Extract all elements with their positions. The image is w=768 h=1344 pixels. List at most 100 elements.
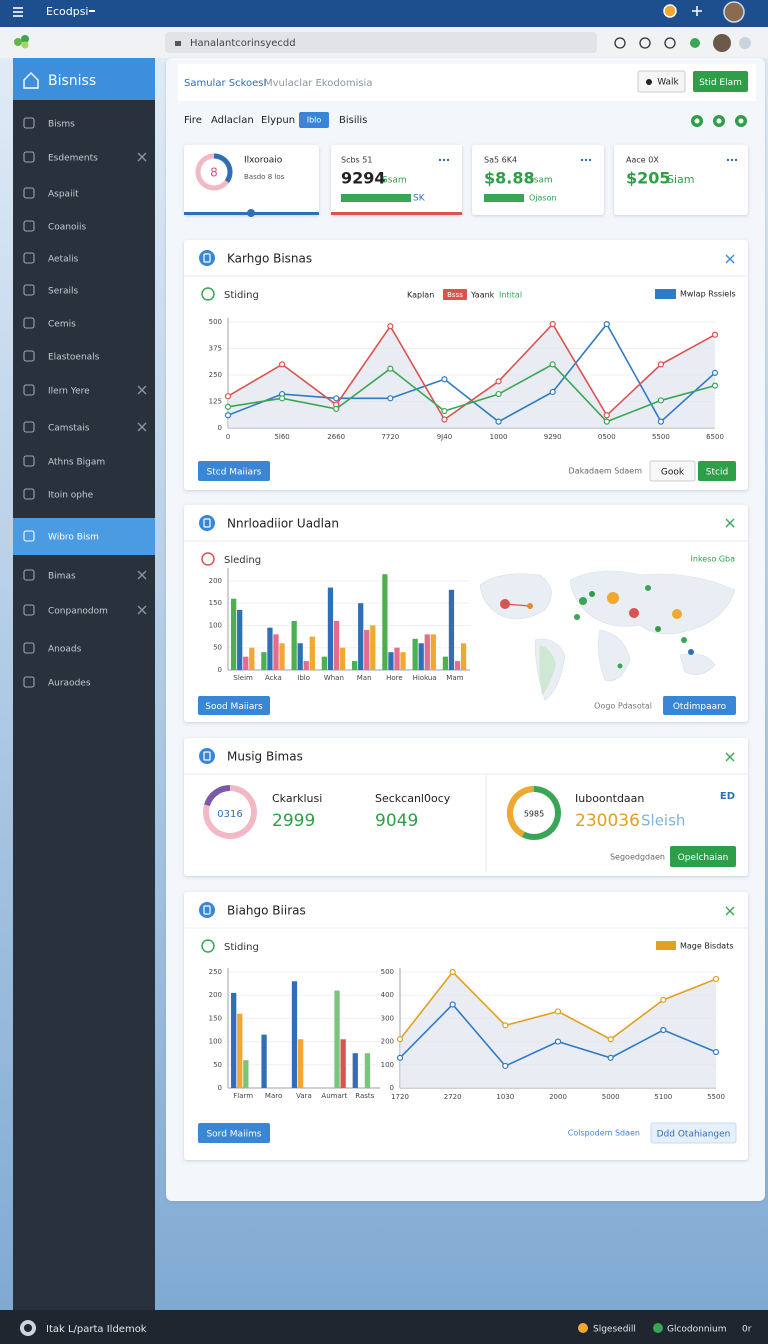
footer-text[interactable]: Glcodonnium <box>667 1325 727 1335</box>
button-text[interactable]: Dakadaem Sdaem <box>569 467 643 476</box>
point <box>279 361 286 368</box>
x-tick-label: Hiokua <box>413 674 437 682</box>
bar <box>340 1039 346 1088</box>
map-marker <box>629 608 639 618</box>
button-label[interactable]: Stid Elam <box>699 78 742 88</box>
sidebar-icon <box>23 421 35 433</box>
map-marker <box>617 663 623 669</box>
sidebar-item[interactable]: Conpanodom <box>48 607 108 617</box>
more-icon <box>726 158 730 162</box>
tab[interactable]: Iblo <box>307 116 322 125</box>
sidebar-item[interactable]: Esdements <box>48 154 98 164</box>
button-label[interactable]: Stcid <box>706 468 728 478</box>
point <box>387 323 394 330</box>
stat-label: Iuboontdaan <box>575 792 644 805</box>
sidebar-item[interactable]: Elastoenals <box>48 353 100 363</box>
bar <box>448 589 455 670</box>
sub-icon <box>201 287 215 301</box>
footer-text[interactable]: Slgesedill <box>593 1325 636 1335</box>
y-tick-label: 500 <box>381 968 394 976</box>
sidebar-item[interactable]: Auraodes <box>48 679 91 689</box>
notification-icon <box>663 4 677 18</box>
bar <box>261 652 267 670</box>
y-tick-label: 300 <box>381 1014 394 1022</box>
tab[interactable]: Adlaclan <box>211 115 254 126</box>
bar <box>352 1053 358 1088</box>
bar <box>430 634 436 670</box>
sidebar-item[interactable]: Ilern Yere <box>48 387 90 397</box>
donut <box>507 786 535 838</box>
menu-dot <box>739 37 751 49</box>
y-tick-label: 100 <box>209 1038 222 1046</box>
button-label[interactable]: Walk <box>657 78 679 88</box>
y-tick-label: 125 <box>209 398 222 406</box>
sidebar-item[interactable]: Anoads <box>48 645 82 655</box>
tab[interactable]: Elypun <box>261 115 295 126</box>
bar <box>261 1034 267 1088</box>
sidebar-item[interactable]: Cemis <box>48 320 76 330</box>
bar <box>237 1013 243 1088</box>
button-label[interactable]: Opelchaian <box>678 853 729 863</box>
sidebar-item[interactable]: Aetalis <box>48 255 79 265</box>
stat-value: 230036 <box>575 811 640 831</box>
panel-icon-glyph <box>203 905 211 915</box>
extension-icon <box>690 38 700 48</box>
x-tick-label: 0500 <box>598 433 616 441</box>
button-text[interactable]: Colspodem Sdaen <box>568 1129 640 1138</box>
kpi-card <box>614 145 748 215</box>
x-tick-label: Iblo <box>297 674 310 682</box>
x-tick-label: 7720 <box>381 433 399 441</box>
y-tick-label: 0 <box>390 1084 394 1092</box>
sidebar-item[interactable]: Serails <box>48 287 78 297</box>
area <box>228 324 715 428</box>
sidebar-item[interactable]: Aspaiit <box>48 190 79 200</box>
bar <box>273 634 279 670</box>
sidebar-item[interactable]: Bisms <box>48 120 75 130</box>
panel-icon <box>199 902 215 918</box>
logo <box>21 41 29 49</box>
sidebar-icon <box>23 384 35 396</box>
tab[interactable]: Bisilis <box>339 115 367 126</box>
donut-label: 5985 <box>524 810 544 819</box>
legend-entry: Intital <box>499 291 522 300</box>
button-label[interactable]: Otdimpaaro <box>673 702 727 712</box>
bar <box>339 647 346 670</box>
panel-title: Biahgo Biiras <box>227 904 306 918</box>
kpi-note: Basdo 8 los <box>244 173 285 181</box>
button-label[interactable]: Sord Maiims <box>206 1130 261 1140</box>
sidebar-item[interactable]: Camstais <box>48 424 90 434</box>
map-land <box>569 570 736 635</box>
sidebar-item[interactable]: Itoin ophe <box>48 491 94 501</box>
button-label[interactable]: Stcd Maiiars <box>207 468 262 478</box>
point <box>224 403 232 410</box>
kpi-label: Sa5 6K4 <box>484 156 517 165</box>
bar <box>243 656 249 670</box>
x-tick-label: 5500 <box>707 1093 725 1101</box>
close-icon <box>137 152 147 162</box>
sidebar-item[interactable]: Coanoiis <box>48 223 87 233</box>
y-tick-label: 250 <box>209 371 222 379</box>
y-tick-label: 0 <box>218 424 222 432</box>
panel-title: Karhgo Bisnas <box>227 252 312 266</box>
tab[interactable]: Fire <box>184 115 202 126</box>
stat-unit: Sleish <box>641 812 685 830</box>
sidebar-icon <box>23 151 35 163</box>
button-label[interactable]: Gook <box>661 468 685 478</box>
close-icon <box>725 254 735 264</box>
button-label[interactable]: Ddd Otahiangen <box>657 1130 731 1140</box>
button-text[interactable]: Oogo Pdasotal <box>594 702 652 711</box>
bar <box>327 587 334 670</box>
x-tick-label: 9290 <box>544 433 562 441</box>
y-tick-label: 150 <box>209 599 222 607</box>
x-tick-label: Man <box>357 674 372 682</box>
footer-text[interactable]: 0r <box>742 1325 752 1335</box>
bar <box>424 634 430 670</box>
sidebar-item[interactable]: Athns Bigam <box>48 458 105 468</box>
y-tick-label: 100 <box>381 1061 394 1069</box>
sidebar-item[interactable]: Wibro Bism <box>48 533 99 543</box>
point <box>396 1054 404 1061</box>
sidebar-item[interactable]: Bimas <box>48 572 76 582</box>
button-label[interactable]: Sood Maiiars <box>205 702 263 712</box>
browser-icon <box>639 37 651 49</box>
bar <box>249 647 255 670</box>
